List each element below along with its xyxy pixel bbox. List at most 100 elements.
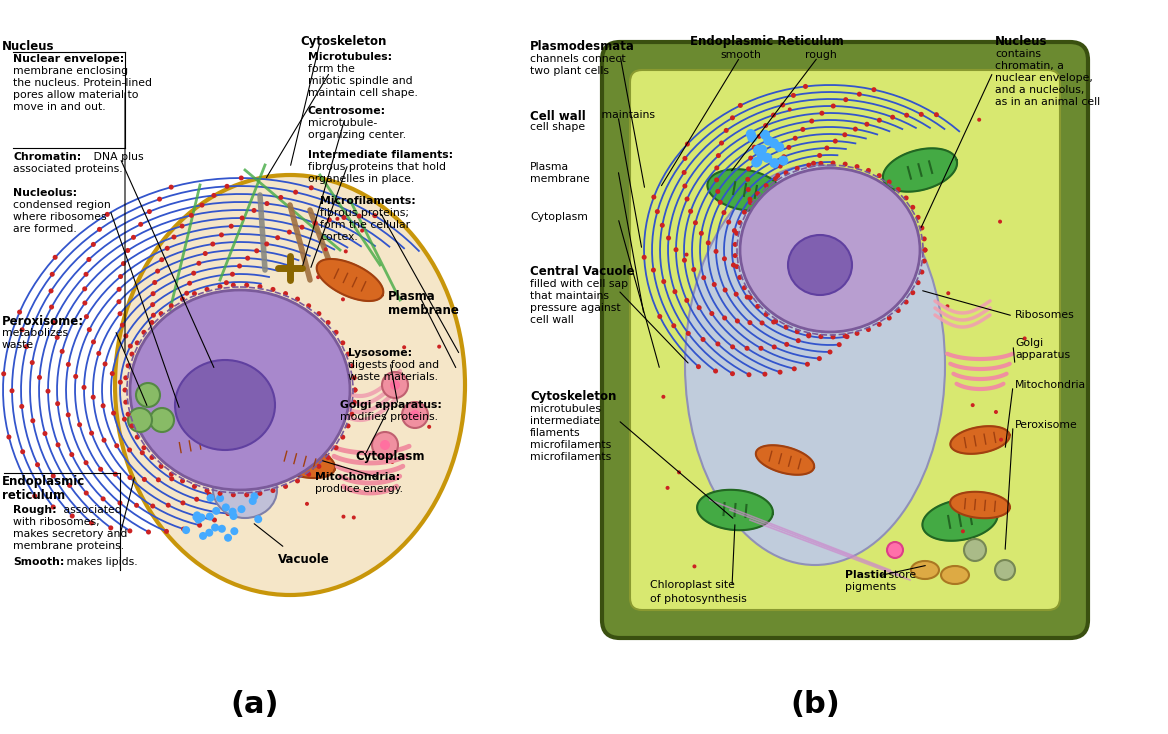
Circle shape <box>745 294 750 299</box>
Text: nuclear envelope,: nuclear envelope, <box>995 73 1093 83</box>
Circle shape <box>255 248 259 253</box>
Circle shape <box>118 379 123 385</box>
Text: form the: form the <box>308 64 355 74</box>
Circle shape <box>238 175 244 181</box>
Circle shape <box>117 287 121 292</box>
Text: intermediate: intermediate <box>530 416 600 426</box>
Circle shape <box>207 492 211 497</box>
Circle shape <box>83 300 88 305</box>
Circle shape <box>255 515 263 523</box>
Text: associated: associated <box>60 505 121 515</box>
Circle shape <box>326 320 331 325</box>
Circle shape <box>682 170 687 175</box>
Circle shape <box>716 153 721 158</box>
Circle shape <box>718 200 723 205</box>
Circle shape <box>100 496 105 501</box>
Circle shape <box>752 156 763 167</box>
Circle shape <box>830 161 835 166</box>
Circle shape <box>865 327 871 332</box>
Text: DNA plus: DNA plus <box>90 152 144 162</box>
Text: Nucleolus:: Nucleolus: <box>13 188 77 198</box>
Circle shape <box>218 525 225 533</box>
Circle shape <box>373 213 377 218</box>
Text: Intermediate filaments:: Intermediate filaments: <box>308 150 453 160</box>
Text: Golgi: Golgi <box>1015 338 1043 348</box>
Circle shape <box>245 255 250 261</box>
Circle shape <box>855 164 860 169</box>
Text: membrane enclosing: membrane enclosing <box>13 66 128 76</box>
Circle shape <box>661 395 666 399</box>
Circle shape <box>673 289 677 294</box>
Circle shape <box>371 432 398 458</box>
Polygon shape <box>697 490 773 530</box>
Circle shape <box>134 435 140 440</box>
Circle shape <box>120 323 125 327</box>
Circle shape <box>714 249 718 254</box>
Circle shape <box>904 195 909 200</box>
Text: Ribosomes: Ribosomes <box>1015 310 1075 320</box>
Circle shape <box>751 158 762 167</box>
Circle shape <box>857 92 862 97</box>
Circle shape <box>853 126 857 131</box>
Ellipse shape <box>911 561 939 579</box>
Circle shape <box>437 345 442 349</box>
Text: as in an animal cell: as in an animal cell <box>995 97 1100 107</box>
Circle shape <box>760 130 770 139</box>
Text: chromatin, a: chromatin, a <box>995 61 1064 71</box>
Circle shape <box>836 342 842 347</box>
Circle shape <box>684 142 690 147</box>
Circle shape <box>157 197 162 202</box>
Circle shape <box>197 523 202 528</box>
Circle shape <box>146 529 151 534</box>
Circle shape <box>244 283 249 288</box>
Circle shape <box>771 319 777 324</box>
Circle shape <box>855 331 860 336</box>
Text: microfilaments: microfilaments <box>530 440 611 450</box>
Polygon shape <box>708 170 783 211</box>
Circle shape <box>714 178 719 182</box>
Circle shape <box>742 286 746 290</box>
Circle shape <box>6 435 12 440</box>
Circle shape <box>923 247 927 252</box>
Circle shape <box>684 252 689 257</box>
Circle shape <box>200 203 204 208</box>
Text: where ribosomes: where ribosomes <box>13 212 106 222</box>
Text: are formed.: are formed. <box>13 224 77 234</box>
Circle shape <box>82 286 88 291</box>
Text: Vacuole: Vacuole <box>278 553 329 566</box>
Circle shape <box>714 368 718 374</box>
Circle shape <box>781 154 786 159</box>
Text: Cell wall: Cell wall <box>530 110 585 123</box>
Circle shape <box>757 150 766 160</box>
Circle shape <box>334 446 339 450</box>
Polygon shape <box>951 426 1009 454</box>
Circle shape <box>865 168 871 173</box>
Text: with ribosomes;: with ribosomes; <box>13 517 99 527</box>
Circle shape <box>155 269 160 274</box>
Circle shape <box>102 437 106 443</box>
Circle shape <box>763 153 772 163</box>
Circle shape <box>130 352 134 357</box>
Circle shape <box>37 375 42 380</box>
Circle shape <box>55 401 60 406</box>
Polygon shape <box>265 442 335 478</box>
Text: Plasma: Plasma <box>388 290 436 303</box>
Text: organizing center.: organizing center. <box>308 130 406 140</box>
Circle shape <box>682 184 687 189</box>
Circle shape <box>231 493 236 498</box>
Text: pressure against: pressure against <box>530 303 620 313</box>
Text: contains: contains <box>995 49 1041 59</box>
Circle shape <box>763 136 773 145</box>
Circle shape <box>114 443 119 448</box>
Circle shape <box>820 111 825 116</box>
Circle shape <box>317 464 321 469</box>
Circle shape <box>732 228 737 233</box>
Circle shape <box>778 164 783 169</box>
Circle shape <box>118 501 123 506</box>
Circle shape <box>224 184 229 189</box>
Text: digests food and: digests food and <box>348 360 439 370</box>
Circle shape <box>346 352 350 357</box>
Circle shape <box>20 327 25 333</box>
FancyBboxPatch shape <box>602 42 1089 638</box>
Circle shape <box>159 464 164 469</box>
